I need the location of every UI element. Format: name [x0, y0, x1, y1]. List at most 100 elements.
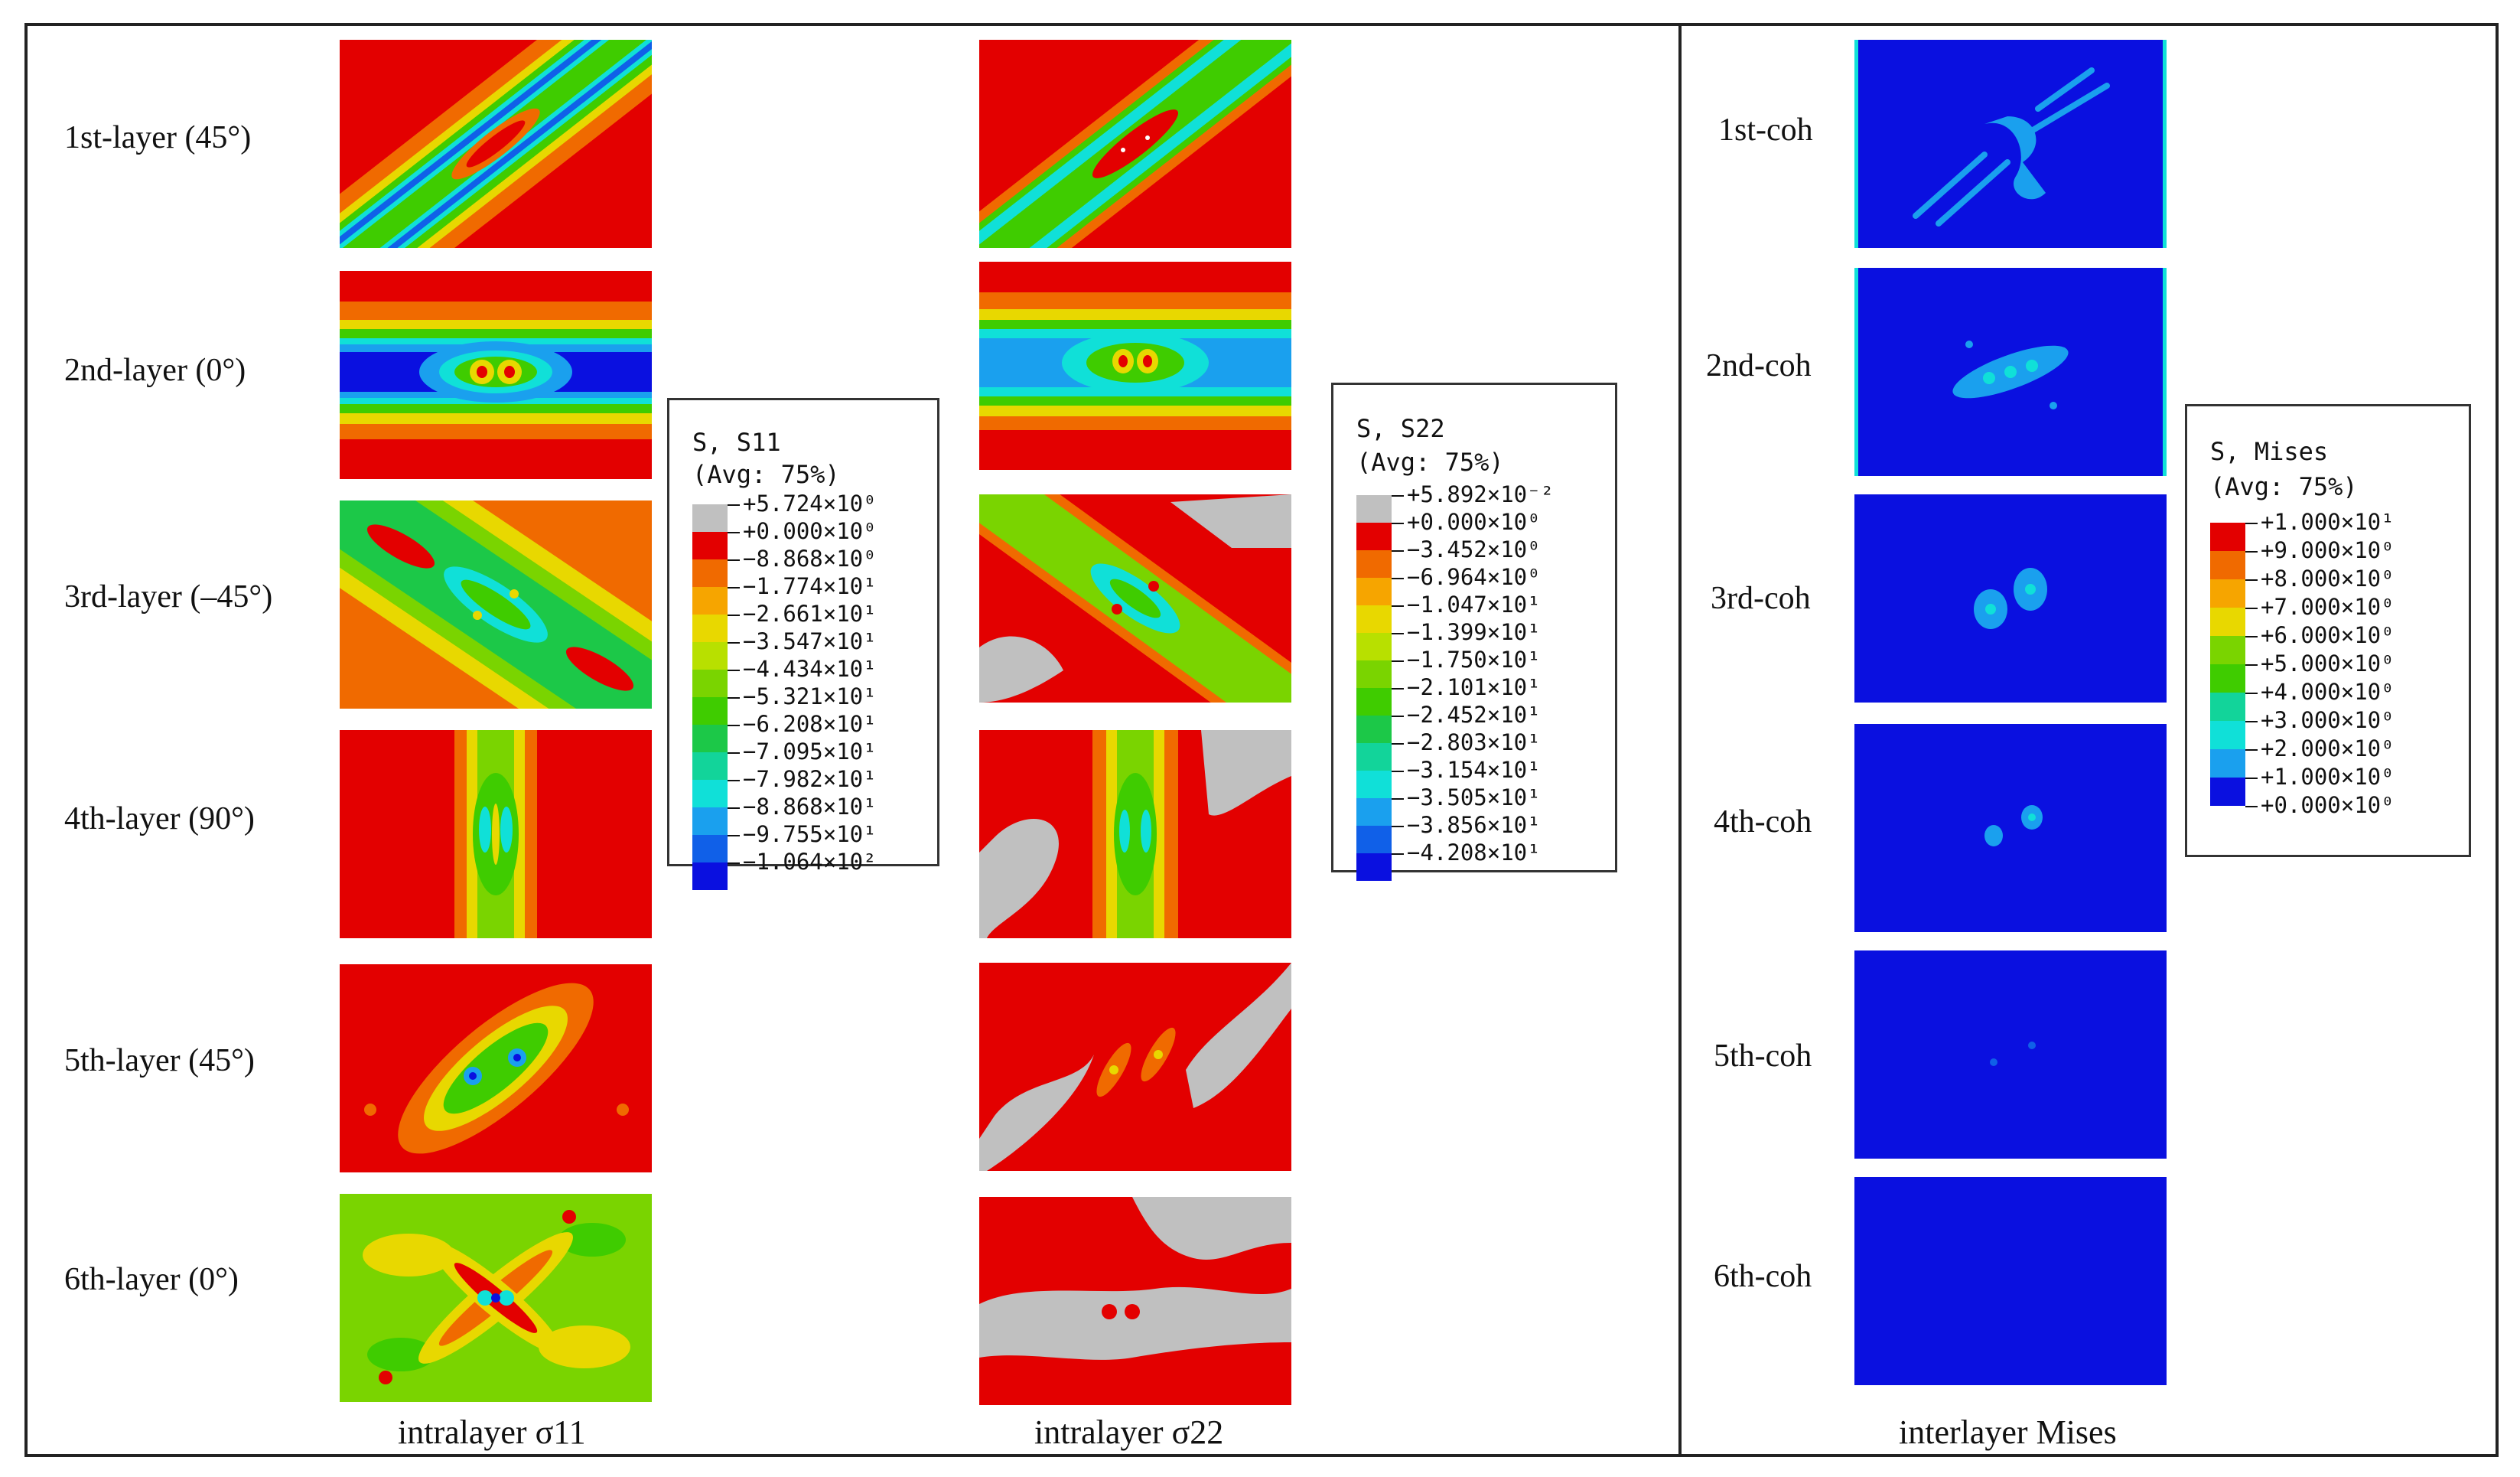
s11-legend-value: −3.547×10¹	[743, 628, 877, 654]
row-label-layer-4: 4th-layer (90°)	[64, 801, 255, 836]
s22-legend-tick	[1392, 716, 1404, 717]
contour-s11-layer-2	[340, 271, 652, 479]
row-label-coh-5: 5th-coh	[1714, 1038, 1812, 1074]
row-label-coh-4: 4th-coh	[1714, 804, 1812, 840]
row-label-coh-2: 2nd-coh	[1706, 348, 1812, 383]
s22-legend-value: −3.154×10¹	[1407, 757, 1541, 783]
legend-mises-title: S, Mises	[2210, 437, 2329, 466]
s11-legend-swatch	[692, 559, 728, 587]
legend-s22-title: S, S22	[1356, 414, 1445, 443]
contour-s22-layer-5	[979, 963, 1291, 1171]
s11-legend-swatch	[692, 807, 728, 835]
contour-s11-layer-3	[340, 500, 652, 709]
mises-legend-tick	[2245, 664, 2258, 666]
mises-legend-swatch	[2210, 551, 2245, 579]
legend-s22: S, S22 (Avg: 75%) +5.892×10⁻² +0.000×10⁰ −…	[1331, 383, 1617, 881]
s11-legend-tick	[728, 862, 740, 864]
mises-legend-tick	[2245, 693, 2258, 694]
mises-legend-tick	[2245, 608, 2258, 609]
legend-s11-subtitle: (Avg: 75%)	[692, 460, 840, 489]
legend-s22-subtitle: (Avg: 75%)	[1356, 448, 1504, 477]
s11-legend-swatch	[692, 642, 728, 670]
mises-legend-value: +1.000×10¹	[2261, 509, 2395, 535]
s22-legend-value: +0.000×10⁰	[1407, 509, 1541, 535]
mises-legend-swatch	[2210, 636, 2245, 664]
contour-s11-layer-1	[340, 40, 652, 248]
contour-s11-layer-4	[340, 730, 652, 938]
s11-legend-tick	[728, 725, 740, 726]
s22-legend-tick	[1392, 826, 1404, 827]
s11-legend-value: +0.000×10⁰	[743, 518, 877, 544]
legend-mises: S, Mises (Avg: 75%) +1.000×10¹ +9.000×10⁰…	[2185, 404, 2471, 857]
s11-legend-tick	[728, 780, 740, 781]
s11-legend-value: −1.774×10¹	[743, 573, 877, 599]
legend-mises-subtitle: (Avg: 75%)	[2210, 472, 2358, 501]
s22-legend-value: −3.505×10¹	[1407, 784, 1541, 810]
s22-legend-swatch	[1356, 550, 1392, 578]
s22-legend-value: −2.452×10¹	[1407, 702, 1541, 728]
s22-legend-value: −1.399×10¹	[1407, 619, 1541, 645]
s11-legend-tick	[728, 697, 740, 699]
contour-s22-layer-6	[979, 1197, 1291, 1405]
mises-legend-value: +6.000×10⁰	[2261, 622, 2395, 648]
s22-legend-tick	[1392, 660, 1404, 662]
s22-legend-tick	[1392, 771, 1404, 772]
s22-legend-value: −4.208×10¹	[1407, 840, 1541, 866]
row-label-coh-6: 6th-coh	[1714, 1259, 1812, 1294]
s11-legend-value: −1.064×10²	[743, 849, 877, 875]
mises-legend-swatch	[2210, 523, 2245, 551]
mises-legend-tick	[2245, 551, 2258, 553]
s11-legend-value: −7.095×10¹	[743, 738, 877, 765]
s22-legend-tick	[1392, 550, 1404, 552]
s11-legend-swatch	[692, 615, 728, 642]
mises-legend-swatch	[2210, 721, 2245, 749]
s11-legend-value: −9.755×10¹	[743, 821, 877, 847]
s11-legend-swatch	[692, 504, 728, 532]
s22-legend-value: −2.803×10¹	[1407, 729, 1541, 755]
contour-mises-coh-6	[1854, 1177, 2167, 1385]
s22-legend-swatch	[1356, 495, 1392, 523]
mises-legend-value: +4.000×10⁰	[2261, 679, 2395, 705]
s11-legend-value: −4.434×10¹	[743, 656, 877, 682]
mises-legend-tick	[2245, 721, 2258, 722]
s22-legend-value: −2.101×10¹	[1407, 674, 1541, 700]
mises-legend-value: +2.000×10⁰	[2261, 735, 2395, 761]
s11-legend-tick	[728, 642, 740, 644]
s22-legend-swatch	[1356, 771, 1392, 798]
mises-legend-tick	[2245, 778, 2258, 779]
panel-divider	[1678, 23, 1682, 1457]
s11-legend-swatch	[692, 697, 728, 725]
s11-legend-value: −8.868×10⁰	[743, 546, 877, 572]
mises-legend-value: +5.000×10⁰	[2261, 650, 2395, 677]
row-label-coh-3: 3rd-coh	[1711, 581, 1811, 616]
s11-legend-swatch	[692, 862, 728, 890]
s11-legend-tick	[728, 752, 740, 754]
s11-legend-tick	[728, 559, 740, 561]
s22-legend-value: −1.047×10¹	[1407, 592, 1541, 618]
s11-legend-swatch	[692, 725, 728, 752]
s11-legend-value: −8.868×10¹	[743, 794, 877, 820]
contour-s22-layer-3	[979, 494, 1291, 703]
s11-legend-swatch	[692, 587, 728, 615]
s11-legend-tick	[728, 532, 740, 533]
s11-legend-value: −6.208×10¹	[743, 711, 877, 737]
mises-legend-swatch	[2210, 664, 2245, 693]
mises-legend-swatch	[2210, 778, 2245, 806]
s22-legend-value: −6.964×10⁰	[1407, 564, 1541, 590]
s11-legend-tick	[728, 670, 740, 671]
s22-legend-tick	[1392, 633, 1404, 634]
s11-legend-value: +5.724×10⁰	[743, 491, 877, 517]
s11-legend-tick	[728, 587, 740, 589]
contour-mises-coh-3	[1854, 494, 2167, 703]
contour-mises-coh-5	[1854, 950, 2167, 1159]
contour-mises-coh-1	[1854, 40, 2167, 248]
s11-legend-tick	[728, 504, 740, 506]
mises-legend-tick	[2245, 523, 2258, 524]
s22-legend-tick	[1392, 495, 1404, 497]
figure-frame	[24, 23, 2499, 1457]
mises-legend-tick	[2245, 749, 2258, 751]
column-label-mises: interlayer Mises	[1899, 1413, 2117, 1451]
s11-legend-swatch	[692, 835, 728, 862]
mises-legend-swatch	[2210, 693, 2245, 721]
contour-s11-layer-5	[340, 964, 652, 1172]
